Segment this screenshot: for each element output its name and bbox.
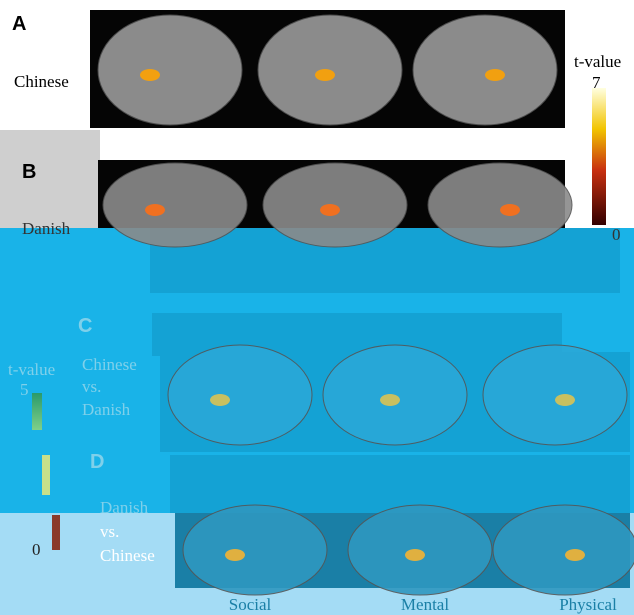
activation <box>140 69 160 81</box>
panel-letter: D <box>90 451 104 473</box>
activation <box>500 204 520 216</box>
brain-image <box>427 162 573 248</box>
activation <box>210 394 230 406</box>
brain-image <box>182 504 328 596</box>
activation <box>145 204 165 216</box>
row-label: Danish <box>100 498 149 517</box>
colorbar-min: 0 <box>32 540 41 559</box>
brain-image <box>97 14 243 126</box>
column-label: Physical <box>559 595 617 614</box>
colorbar-max: 5 <box>20 380 29 399</box>
brain-image <box>482 344 628 446</box>
colorbar-c <box>32 393 42 430</box>
row-label: Danish <box>22 219 71 238</box>
colorbar-min: 0 <box>612 225 621 244</box>
brain-image <box>412 14 558 126</box>
activation <box>555 394 575 406</box>
row-label: Chinese <box>82 355 137 374</box>
row-label: vs. <box>82 377 101 396</box>
activation <box>315 69 335 81</box>
column-label: Mental <box>401 595 449 614</box>
row-label: vs. <box>100 522 119 541</box>
brain-image <box>102 162 248 248</box>
row-label: Chinese <box>14 72 69 91</box>
gray-band <box>0 130 100 228</box>
brain-image <box>167 344 313 446</box>
row-label: Danish <box>82 400 131 419</box>
column-label: Social <box>229 595 272 614</box>
activation <box>485 69 505 81</box>
activation <box>380 394 400 406</box>
colorbar-a <box>592 88 606 225</box>
activation <box>405 549 425 561</box>
activation <box>565 549 585 561</box>
colorbar-title: t-value <box>8 360 55 379</box>
colorbar-max: 7 <box>592 73 601 92</box>
activation <box>225 549 245 561</box>
panel-letter: A <box>12 13 26 35</box>
brain-image <box>492 504 634 596</box>
panel-d-top <box>170 455 630 513</box>
colorbar-c-low <box>52 515 60 550</box>
colorbar-title: t-value <box>574 52 621 71</box>
panel-letter: C <box>78 315 92 337</box>
colorbar-c-mid <box>42 455 50 495</box>
activation <box>320 204 340 216</box>
row-label: Chinese <box>100 546 155 565</box>
panel-letter: B <box>22 161 36 183</box>
